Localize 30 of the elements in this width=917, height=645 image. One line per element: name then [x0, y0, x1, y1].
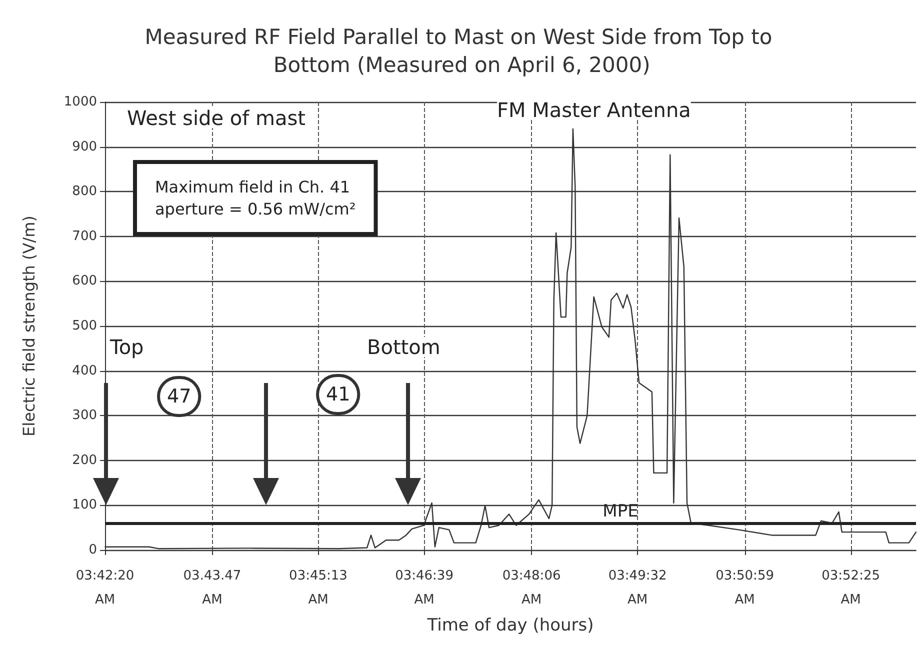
annotation: Bottom — [367, 335, 440, 359]
y-axis-title: Electric field strength (V/m) — [20, 216, 38, 436]
y-tick-label: 700 — [72, 228, 97, 244]
y-tick-label: 900 — [72, 139, 97, 154]
x-axis-title: Time of day (hours) — [426, 615, 594, 636]
annotation: Maximum field in Ch. 41 aperture = 0.56 mW/cm² — [155, 178, 356, 218]
x-tick-label: 03:45:13 AM — [289, 568, 348, 608]
annotation: FM Master Antenna — [497, 98, 691, 122]
y-tick-label: 600 — [72, 274, 97, 289]
annotation: 47 — [167, 386, 192, 408]
x-tick-label: 03:52:25 AM — [822, 568, 880, 608]
annotation: Top — [109, 335, 144, 359]
y-tick-label: 200 — [72, 452, 97, 468]
x-tick-label: 03:48:06 AM — [502, 568, 561, 608]
y-tick-label: 500 — [72, 318, 97, 334]
ref-line-label: MPE — [602, 502, 638, 522]
x-tick-label: 03:42:20 AM — [76, 568, 134, 608]
y-tick-label: 800 — [72, 184, 97, 200]
chart-title: Measured RF Field Parallel to Mast on West Side from Top to Bottom (Measured on April 6, 2000) — [144, 25, 772, 77]
x-tick-label: 03:50:59 AM — [716, 568, 774, 608]
x-tick-label: 03:49:32 AM — [608, 568, 667, 608]
y-tick-label: 1000 — [64, 94, 97, 110]
y-tick-label: 0 — [88, 542, 97, 558]
x-tick-label: 03:46:39 AM — [395, 568, 454, 608]
x-tick-label: 03.43.47 AM — [183, 568, 242, 608]
annotation: West side of mast — [127, 106, 306, 130]
y-tick-label: 300 — [72, 408, 97, 424]
y-tick-label: 400 — [72, 363, 97, 378]
y-tick-label: 100 — [72, 498, 97, 513]
annotation: 41 — [326, 384, 350, 406]
